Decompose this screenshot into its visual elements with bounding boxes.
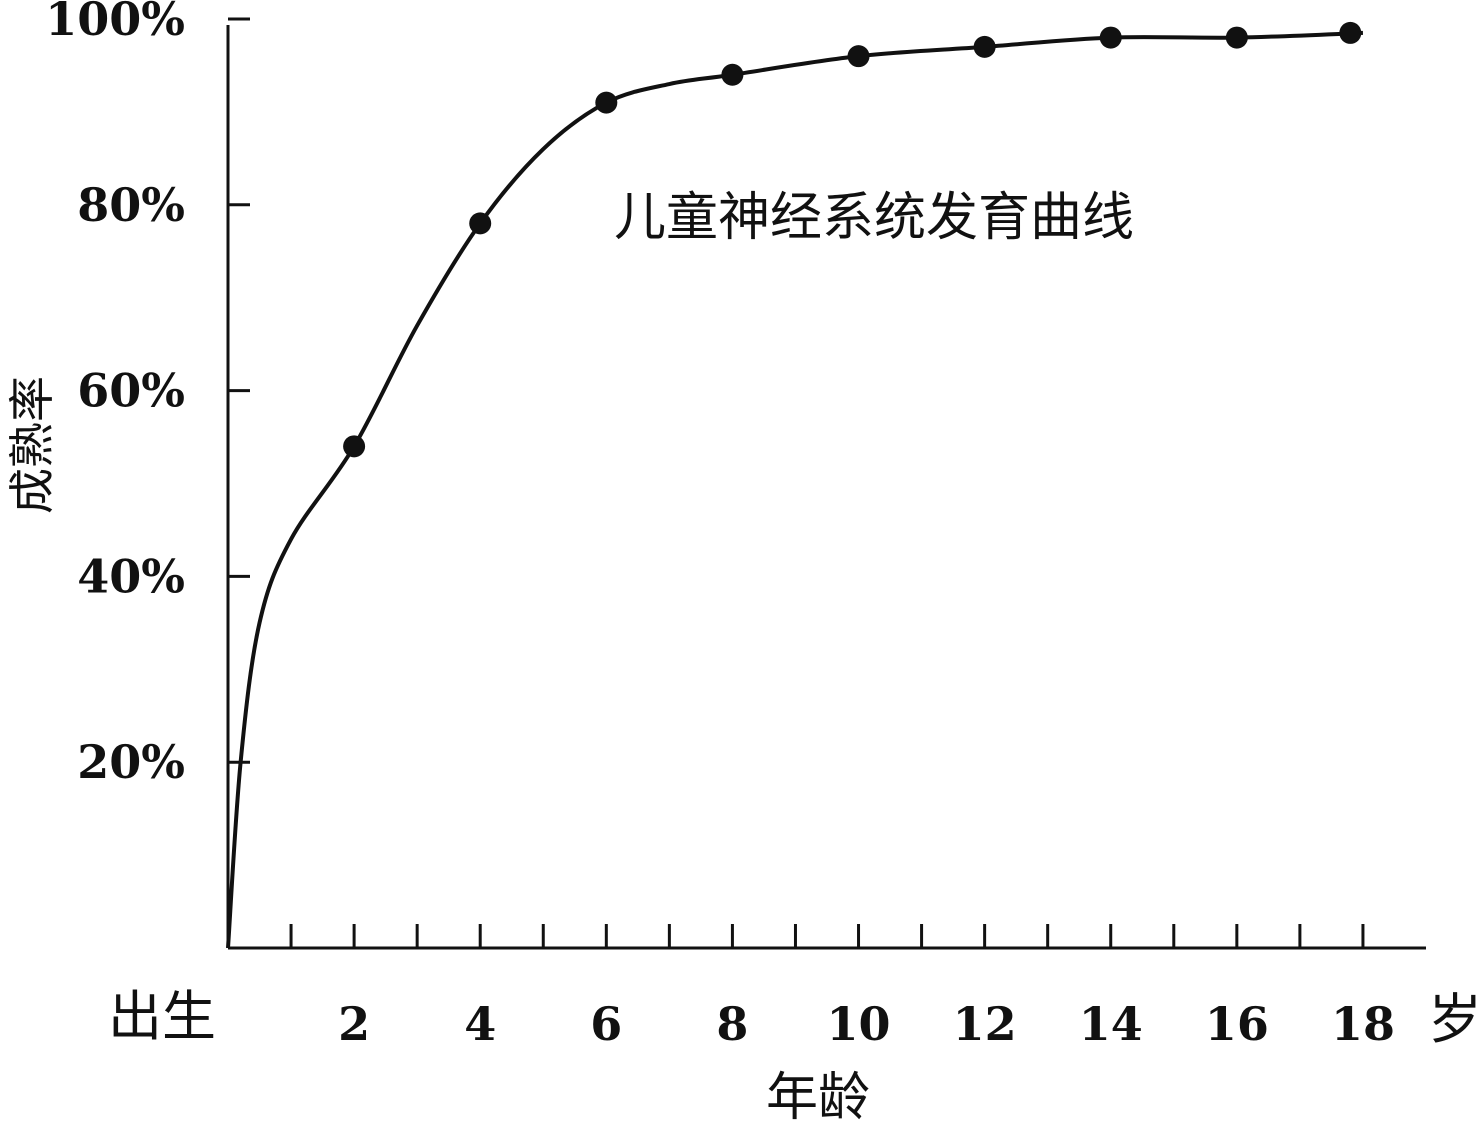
tick-labels: 20% 40% 60% 80% 100% 2 4 6 8 10 12 14 16 18 — [45, 0, 1395, 1051]
y-tick-label: 80% — [77, 178, 185, 232]
x-origin-label: 出生 — [108, 985, 216, 1048]
data-point — [1225, 26, 1248, 49]
y-tick-label: 20% — [77, 735, 185, 789]
x-tick-label: 8 — [716, 997, 748, 1051]
y-axis-label: 成熟率 — [5, 376, 59, 514]
x-tick-label: 14 — [1079, 997, 1143, 1051]
axes — [226, 25, 1426, 950]
data-point — [595, 91, 618, 114]
data-point — [469, 212, 492, 235]
x-tick-label: 16 — [1205, 997, 1269, 1051]
data-point — [973, 35, 996, 58]
points-layer — [343, 21, 1362, 458]
x-tick-label: 4 — [464, 997, 496, 1051]
x-tick-label: 12 — [953, 997, 1017, 1051]
data-point — [847, 45, 870, 68]
x-axis-label: 年龄 — [766, 1068, 870, 1125]
x-tick-label: 2 — [338, 997, 370, 1051]
x-unit-label: 岁 — [1428, 988, 1481, 1051]
x-tick-label: 18 — [1331, 997, 1395, 1051]
series-line — [226, 30, 1364, 949]
y-tick-label: 100% — [45, 0, 185, 46]
data-point — [1339, 21, 1362, 44]
ticks — [228, 17, 1365, 948]
data-point — [343, 435, 366, 458]
y-tick-label: 40% — [77, 549, 185, 603]
y-tick-label: 60% — [77, 364, 185, 418]
data-point — [721, 63, 744, 86]
x-tick-label: 6 — [590, 997, 622, 1051]
curve-layer — [226, 30, 1364, 949]
x-tick-label: 10 — [827, 997, 891, 1051]
data-point — [1099, 26, 1122, 49]
chart-annotation: 儿童神经系统发育曲线 — [614, 188, 1134, 248]
